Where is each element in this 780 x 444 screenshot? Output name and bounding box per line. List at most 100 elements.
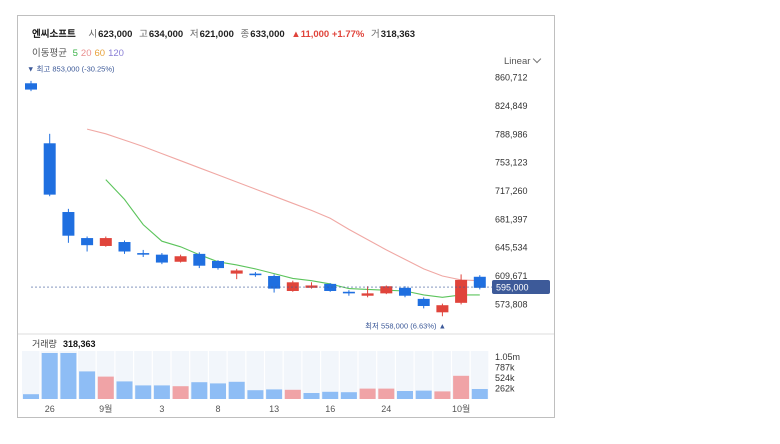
moving-average-period[interactable]: 20 — [80, 48, 92, 59]
x-axis-tick: 13 — [269, 404, 279, 414]
volume-column-bg — [22, 351, 40, 399]
candle-body — [137, 253, 150, 255]
current-price-tag — [492, 280, 550, 295]
candle-body — [380, 286, 393, 294]
volume-column-bg — [433, 351, 451, 399]
ma5-line — [105, 179, 480, 298]
candle-body — [305, 285, 318, 288]
candle-body — [342, 291, 355, 294]
price-axis-tick: 573,808 — [495, 299, 528, 309]
moving-average-periods: 5 20 60 120 — [73, 48, 127, 59]
x-axis-tick: 26 — [45, 404, 55, 414]
volume-bar — [23, 394, 39, 399]
volume-column-bg — [470, 351, 489, 399]
volume-value: 318,363 — [380, 29, 416, 40]
volume-bar — [172, 386, 189, 399]
volume-column-bg — [246, 351, 264, 399]
high-label: 고 — [139, 29, 148, 40]
volume-bar — [303, 393, 320, 399]
volume-bar — [116, 381, 133, 399]
volume-bar — [41, 353, 58, 399]
volume-bar — [434, 391, 451, 399]
price-axis-tick: 717,260 — [495, 186, 528, 196]
candle-body — [118, 242, 131, 252]
close-value: 633,000 — [250, 29, 285, 40]
change-value: 11,000 +1.77% — [300, 29, 365, 40]
volume-bar — [397, 391, 413, 399]
close-label: 종 — [240, 29, 250, 40]
stock-name: 엔씨소프트 — [32, 29, 76, 40]
volume-bar — [359, 388, 376, 399]
low-annotation: 최저 558,000 (6.63%) ▲ — [365, 320, 446, 330]
volume-bar — [228, 381, 245, 399]
x-axis-tick: 16 — [325, 404, 335, 414]
price-axis-tick: 681,397 — [495, 214, 528, 224]
high-annotation: ▼ 최고 853,000 (-30.25%) — [27, 63, 115, 73]
volume-column-bg — [321, 351, 339, 399]
volume-bar — [415, 390, 432, 399]
candle-body — [268, 275, 281, 289]
volume-panel-value: 318,363 — [63, 339, 96, 349]
volume-bar — [79, 371, 96, 399]
volume-bar — [135, 385, 152, 399]
volume-axis-tick: 262k — [495, 384, 515, 394]
ma20-line — [86, 128, 480, 282]
volume-column-bg — [396, 351, 414, 399]
volume-axis-tick: 1.05m — [495, 352, 520, 362]
moving-average-legend[interactable]: 이동평균 5 20 60 120 — [32, 45, 130, 59]
price-axis-tick: 824,849 — [495, 101, 528, 111]
candle-body — [417, 298, 430, 306]
volume-bar — [340, 392, 357, 399]
volume-bar — [284, 389, 301, 399]
candle-body — [286, 282, 299, 291]
volume-column-bg — [414, 351, 433, 399]
candle-body — [155, 254, 168, 263]
candle-body — [193, 253, 206, 266]
moving-average-period[interactable]: 60 — [94, 48, 106, 59]
volume-bar — [97, 376, 114, 399]
candle-body — [473, 276, 486, 288]
volume-label: 거 — [371, 29, 380, 40]
moving-average-period[interactable]: 120 — [108, 48, 124, 59]
x-axis-tick: 9월 — [99, 403, 112, 414]
volume-bar — [378, 388, 395, 399]
price-axis-tick: 753,123 — [495, 158, 528, 168]
stock-summary: 엔씨소프트 시623,000 고634,000 저621,000 종633,00… — [32, 26, 415, 40]
candle-body — [99, 238, 112, 246]
high-value: 634,000 — [148, 29, 184, 40]
volume-axis-tick: 787k — [495, 363, 515, 373]
x-axis-tick: 3 — [159, 404, 164, 414]
chart-frame: 엔씨소프트 시623,000 고634,000 저621,000 종633,00… — [17, 15, 555, 418]
volume-column-bg — [283, 351, 302, 399]
open-value: 623,000 — [98, 29, 133, 40]
volume-bar — [266, 389, 283, 399]
candle-body — [174, 256, 187, 262]
volume-column-bg — [339, 351, 358, 399]
volume-bar — [453, 375, 470, 399]
volume-bar — [210, 383, 226, 399]
candle-body — [81, 238, 94, 246]
volume-bar — [322, 391, 339, 399]
scale-selector-label: Linear — [504, 56, 531, 67]
candle-body — [399, 287, 411, 296]
low-value: 621,000 — [199, 29, 234, 40]
candlestick-chart[interactable]: 860,712 824,849 788,986 753,123 717,260 681,3… — [18, 16, 554, 417]
volume-column-bg — [377, 351, 395, 399]
candle-body — [212, 260, 224, 269]
scale-selector[interactable]: Linear — [504, 54, 542, 67]
candle-body — [324, 283, 337, 291]
x-axis-tick: 8 — [215, 404, 220, 414]
moving-average-period[interactable]: 5 — [72, 48, 78, 59]
volume-axis-tick: 524k — [495, 373, 515, 383]
volume-bar — [60, 353, 77, 399]
price-axis-tick: 645,534 — [495, 243, 528, 253]
volume-panel-label: 거래량 — [32, 338, 57, 349]
up-arrow-icon: ▲ — [291, 29, 301, 40]
volume-column-bg — [265, 351, 283, 399]
moving-average-label: 이동평균 — [32, 48, 67, 59]
volume-column-bg — [358, 351, 377, 399]
low-label: 저 — [189, 29, 199, 40]
x-axis-tick: 24 — [381, 404, 391, 414]
price-axis-tick: 609,671 — [495, 271, 528, 281]
x-axis-tick: 10월 — [452, 403, 470, 414]
